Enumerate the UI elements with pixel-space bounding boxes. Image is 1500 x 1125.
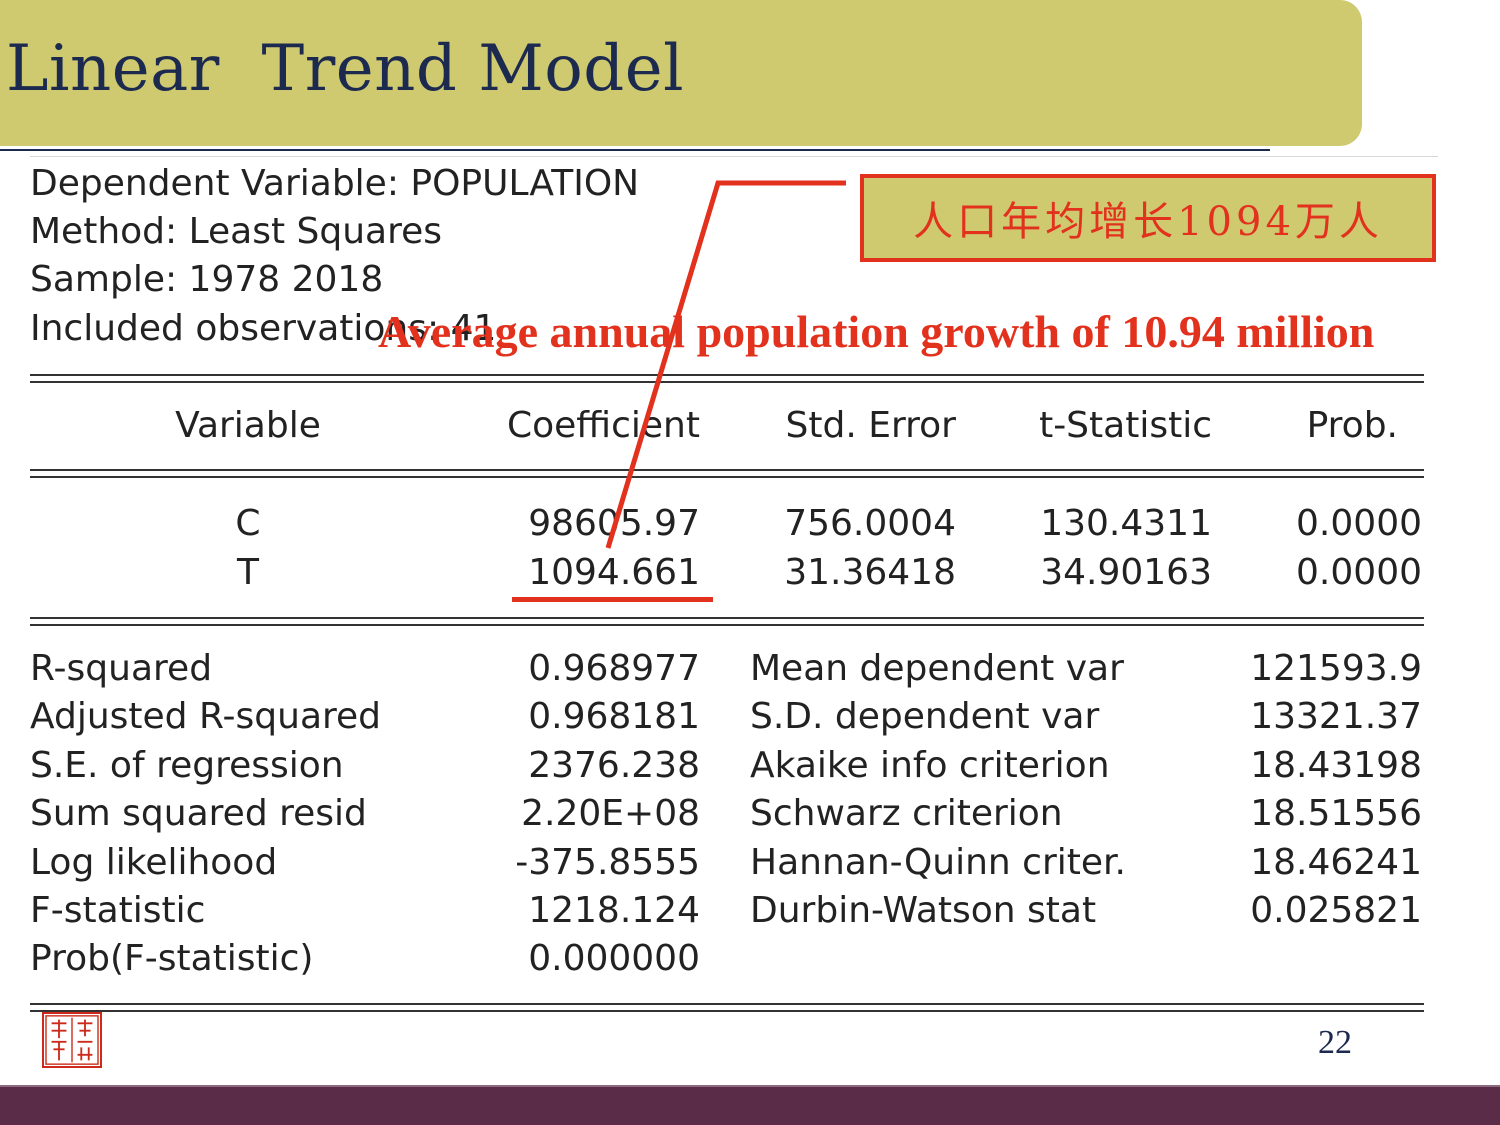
sample-line: Sample: 1978 2018 [30, 259, 384, 300]
seal-logo [42, 1012, 102, 1068]
callout-box: 人口年均增长1094万人 [860, 174, 1436, 262]
page-number: 22 [1318, 1024, 1352, 1061]
stat-label: Log likelihood [30, 842, 278, 883]
stat-label: S.D. dependent var [750, 696, 1100, 737]
coefficient-underline [512, 597, 713, 602]
row-t-statistic: 130.4311 [1040, 503, 1212, 544]
stat-value: 0.968181 [528, 696, 700, 737]
stat-value: 121593.9 [1250, 648, 1422, 689]
table-rule [30, 476, 1424, 478]
callout-text-chinese: 人口年均增长1094万人 [913, 199, 1383, 245]
title-underline [0, 149, 1270, 151]
stat-label: R-squared [30, 648, 213, 689]
row-t-statistic: 34.90163 [1040, 552, 1212, 593]
stat-label: Adjusted R-squared [30, 696, 382, 737]
column-header-coefficient: Coefficient [507, 405, 700, 446]
table-top-border [30, 156, 1438, 157]
dependent-variable-line: Dependent Variable: POPULATION [30, 163, 640, 204]
table-rule [30, 617, 1424, 619]
table-rule [30, 1003, 1424, 1005]
annotation-english: Average annual population growth of 10.9… [378, 306, 1375, 357]
stat-label: S.E. of regression [30, 745, 344, 786]
row-std-error: 31.36418 [784, 552, 956, 593]
stat-value: 0.968977 [528, 648, 700, 689]
title-bar [0, 0, 1362, 146]
stat-value: 1218.124 [528, 890, 700, 931]
table-rule [30, 374, 1424, 376]
row-coefficient: 98605.97 [528, 503, 700, 544]
column-header-std-error: Std. Error [785, 405, 956, 446]
row-variable: T [237, 552, 259, 593]
row-variable: C [235, 503, 261, 544]
observations-line: Included observations: 41 [30, 308, 497, 349]
column-header-variable: Variable [175, 405, 321, 446]
stat-label: Akaike info criterion [750, 745, 1110, 786]
column-header-t-statistic: t-Statistic [1039, 405, 1212, 446]
row-prob: 0.0000 [1296, 503, 1422, 544]
pointer-line [605, 180, 846, 549]
table-rule [30, 381, 1424, 383]
stat-label: Durbin-Watson stat [750, 890, 1097, 931]
stat-label: Mean dependent var [750, 648, 1124, 689]
stat-label: Schwarz criterion [750, 793, 1063, 834]
table-rule [30, 1010, 1424, 1012]
stat-value: 0.000000 [528, 938, 700, 979]
footer-strip [0, 1085, 1500, 1087]
stat-value: 2.20E+08 [521, 793, 700, 834]
stat-value: -375.8555 [515, 842, 700, 883]
stat-label: Hannan-Quinn criter. [750, 842, 1126, 883]
stat-label: Prob(F-statistic) [30, 938, 314, 979]
table-rule [30, 624, 1424, 626]
slide-title: Linear Trend Model [6, 32, 685, 106]
stat-value: 2376.238 [528, 745, 700, 786]
stat-value: 18.43198 [1250, 745, 1422, 786]
column-header-prob: Prob. [1306, 405, 1398, 446]
stat-value: 18.46241 [1250, 842, 1422, 883]
stat-label: Sum squared resid [30, 793, 367, 834]
stat-value: 0.025821 [1250, 890, 1422, 931]
footer-bar [0, 1087, 1500, 1125]
stat-value: 18.51556 [1250, 793, 1422, 834]
table-rule [30, 469, 1424, 471]
stat-value: 13321.37 [1250, 696, 1422, 737]
row-std-error: 756.0004 [784, 503, 956, 544]
method-line: Method: Least Squares [30, 211, 443, 252]
row-prob: 0.0000 [1296, 552, 1422, 593]
row-coefficient: 1094.661 [528, 552, 700, 593]
stat-label: F-statistic [30, 890, 206, 931]
